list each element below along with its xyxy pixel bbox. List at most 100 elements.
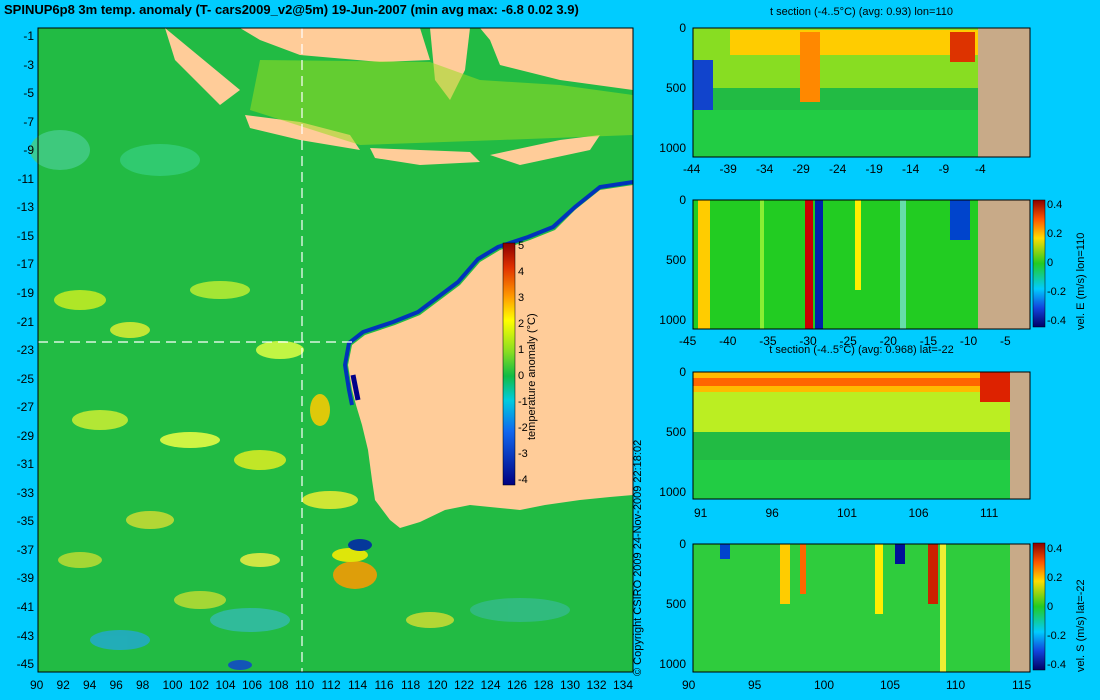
panel-2-colorbar-label: vel. E (m/s) lon=110	[1075, 232, 1087, 330]
lat-tick-label: -19	[16, 285, 34, 300]
panel-2-y-tick: 0	[679, 193, 686, 207]
lon-tick-label: 134	[613, 678, 634, 692]
panel-2-x-tick: -40	[719, 334, 737, 348]
panel-4-y-tick: 0	[679, 537, 686, 551]
map-frame	[37, 27, 634, 673]
panel-2-colorbar-tick: 0	[1047, 257, 1054, 269]
lat-tick-label: -43	[16, 628, 34, 643]
map-colorbar-tick: 5	[518, 240, 525, 252]
panel-4-x-tick: 115	[1012, 678, 1032, 692]
map-colorbar-tick: -4	[518, 474, 528, 486]
lat-tick-label: -25	[16, 371, 34, 386]
shark-bay	[350, 374, 361, 401]
lat-tick-label: -29	[16, 428, 34, 443]
map-colorbar-tick: -3	[518, 448, 528, 460]
panel-4-x-tick: 95	[748, 678, 762, 692]
panel-2-x-tick: -25	[839, 334, 857, 348]
coastal-band	[342, 180, 634, 406]
land-indonesia	[165, 28, 633, 165]
panel-1-x-tick: -24	[829, 162, 847, 176]
panel-4-x-tick: 90	[682, 678, 696, 692]
panel-3-x-tick: 106	[908, 506, 929, 520]
panel-3-x-tick: 101	[837, 506, 858, 520]
lon-tick-label: 106	[242, 678, 263, 692]
lon-tick-label: 124	[480, 678, 501, 692]
lon-tick-label: 90	[30, 678, 44, 692]
lat-tick-label: -41	[16, 600, 34, 614]
panel-3-y-tick: 0	[679, 365, 686, 379]
lon-tick-label: 102	[189, 678, 210, 692]
panel-4-y-tick: 500	[665, 597, 686, 611]
panel-1-plot	[692, 27, 1031, 158]
lon-tick-label: 100	[162, 678, 183, 692]
panel-2-x-tick: -15	[919, 334, 938, 348]
lat-tick-label: -15	[16, 228, 34, 243]
map-colorbar-tick: 4	[518, 266, 525, 278]
lon-tick-label: 96	[109, 678, 123, 692]
panel-3-x-tick: 96	[765, 506, 779, 520]
lat-tick-label: -11	[17, 171, 34, 186]
lon-tick-label: 130	[560, 678, 581, 692]
panel-3-title: t section (-4..5°C) (avg: 0.968) lat=-22	[769, 344, 954, 356]
lat-tick-label: -21	[16, 314, 34, 329]
copyright-text: © Copyright CSIRO 2009 24-Nov-2009 22:18…	[632, 439, 644, 676]
lat-tick-label: -23	[16, 343, 34, 358]
lon-tick-label: 114	[348, 678, 368, 692]
lon-tick-label: 132	[586, 678, 607, 692]
map-colorbar-tick: -1	[518, 396, 528, 408]
lat-tick-label: -27	[16, 400, 34, 415]
lon-tick-label: 120	[427, 678, 448, 692]
panel-4-x-tick: 100	[814, 678, 835, 692]
map-colorbar-tick: 1	[518, 344, 525, 356]
lat-tick-label: -37	[16, 542, 34, 557]
lat-tick-label: -17	[16, 257, 34, 272]
ocean-eddies	[30, 130, 570, 670]
panel-1-x-tick: -4	[975, 162, 986, 176]
map-colorbar-label: temperature anomaly (°C)	[526, 313, 538, 440]
map-colorbar-tick: -2	[518, 422, 528, 434]
indonesian-seas	[250, 60, 633, 145]
lat-tick-label: -33	[16, 485, 34, 500]
panel-2-plot	[692, 199, 1031, 330]
panel-2-y-tick: 500	[665, 253, 686, 267]
map-colorbar	[502, 242, 516, 486]
panel-2-colorbar-tick: 0.2	[1047, 228, 1063, 240]
panel-2-colorbar-tick: -0.2	[1047, 286, 1066, 298]
lat-tick-label: -31	[16, 457, 34, 472]
map-colorbar-tick: 2	[518, 318, 525, 330]
panel-1-x-tick: -39	[719, 162, 737, 176]
lon-tick-label: 116	[374, 678, 394, 692]
lon-tick-label: 108	[268, 678, 289, 692]
panel-2-colorbar-tick: -0.4	[1047, 315, 1066, 327]
panel-4-x-tick: 105	[880, 678, 901, 692]
lat-tick-label: -1	[23, 29, 34, 43]
panel-4-y-tick: 1000	[659, 657, 686, 671]
figure-title: SPINUP6p8 3m temp. anomaly (T- cars2009_…	[4, 2, 579, 17]
panel-4-colorbar-label: vel. S (m/s) lat=-22	[1075, 579, 1087, 672]
lon-tick-label: 118	[401, 678, 421, 692]
panel-2-colorbar	[1032, 199, 1046, 328]
lon-tick-label: 122	[454, 678, 475, 692]
lon-tick-label: 92	[56, 678, 70, 692]
panel-4-x-tick: 110	[946, 678, 966, 692]
lon-tick-label: 110	[295, 678, 315, 692]
panel-4-colorbar-tick: 0	[1047, 601, 1054, 613]
lat-tick-label: -9	[23, 143, 34, 158]
lon-tick-label: 126	[507, 678, 528, 692]
panel-2-x-tick: -20	[879, 334, 897, 348]
map-colorbar-tick: 3	[518, 292, 525, 304]
lat-tick-label: -45	[16, 657, 34, 672]
panel-4-colorbar-tick: -0.4	[1047, 659, 1066, 671]
panel-1-x-tick: -9	[938, 162, 950, 176]
lat-tick-label: -39	[16, 571, 34, 586]
lon-tick-label: 104	[215, 678, 236, 692]
panel-4-colorbar	[1032, 542, 1046, 671]
panel-4-plot	[692, 543, 1031, 673]
lat-tick-label: -35	[16, 514, 34, 529]
panel-2-colorbar-tick: 0.4	[1047, 199, 1063, 211]
panel-3-y-tick: 1000	[659, 485, 686, 499]
lat-tick-label: -13	[16, 200, 34, 215]
lat-tick-label: -3	[23, 57, 34, 72]
panel-2-x-tick: -5	[1000, 334, 1011, 348]
